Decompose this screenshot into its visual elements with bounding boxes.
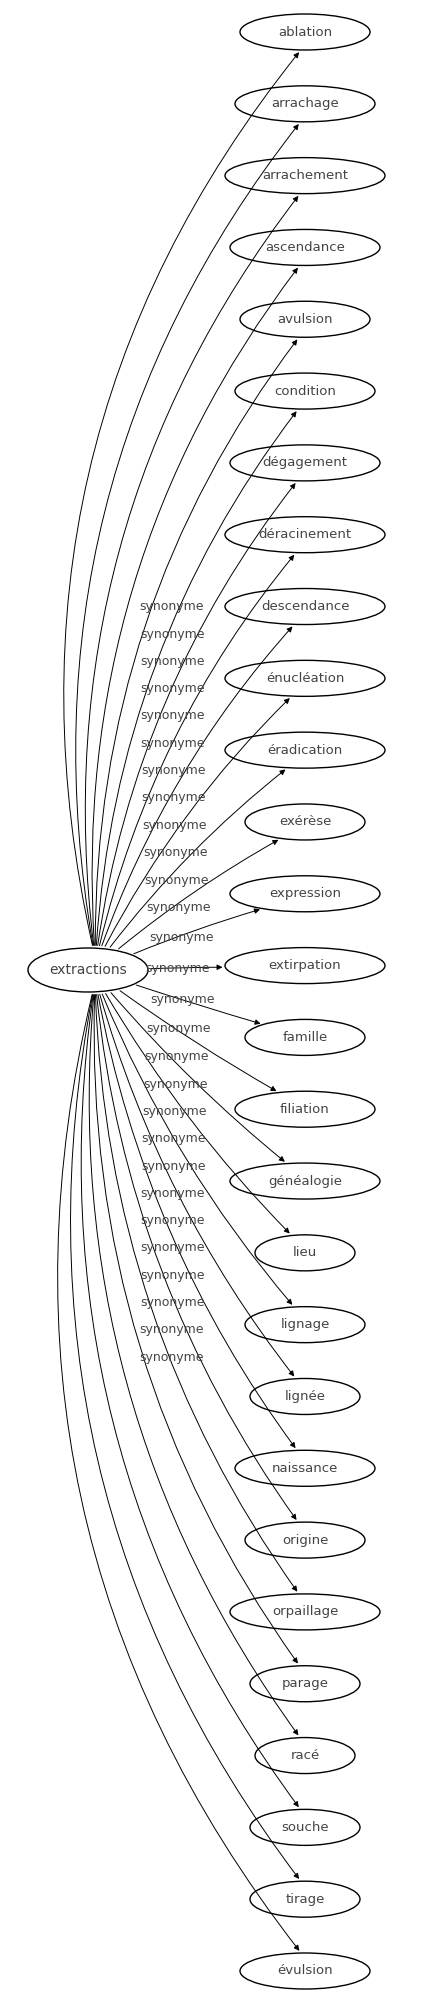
FancyArrowPatch shape	[64, 52, 298, 945]
Text: synonyme: synonyme	[140, 655, 205, 667]
Text: lignage: lignage	[280, 1318, 330, 1332]
Text: expression: expression	[269, 887, 341, 899]
FancyArrowPatch shape	[119, 841, 277, 949]
Text: synonyme: synonyme	[141, 763, 206, 777]
Text: lieu: lieu	[293, 1246, 317, 1260]
FancyArrowPatch shape	[58, 995, 299, 1951]
Text: extirpation: extirpation	[269, 959, 341, 971]
Text: synonyme: synonyme	[142, 819, 207, 831]
Text: extractions: extractions	[49, 963, 127, 977]
Text: souche: souche	[281, 1821, 329, 1835]
FancyArrowPatch shape	[96, 413, 296, 945]
FancyArrowPatch shape	[81, 995, 298, 1807]
FancyArrowPatch shape	[100, 993, 293, 1376]
Text: arrachage: arrachage	[271, 98, 339, 110]
Text: synonyme: synonyme	[140, 601, 204, 613]
Text: généalogie: généalogie	[268, 1174, 342, 1188]
Text: éradication: éradication	[267, 743, 343, 757]
FancyArrowPatch shape	[76, 124, 298, 945]
Text: naissance: naissance	[272, 1462, 338, 1474]
FancyArrowPatch shape	[70, 995, 298, 1879]
Text: synonyme: synonyme	[140, 1324, 204, 1336]
Text: arrachement: arrachement	[262, 168, 348, 182]
Text: dégagement: dégagement	[263, 457, 348, 469]
Text: parage: parage	[281, 1677, 328, 1691]
FancyArrowPatch shape	[105, 699, 289, 945]
Text: origine: origine	[282, 1534, 328, 1546]
Text: synonyme: synonyme	[141, 709, 205, 723]
FancyArrowPatch shape	[102, 627, 292, 945]
FancyArrowPatch shape	[98, 993, 295, 1448]
Text: synonyme: synonyme	[142, 1106, 207, 1118]
FancyArrowPatch shape	[111, 993, 284, 1162]
Text: synonyme: synonyme	[149, 931, 214, 943]
FancyArrowPatch shape	[97, 995, 296, 1518]
Text: synonyme: synonyme	[144, 873, 209, 887]
Text: synonyme: synonyme	[141, 737, 205, 749]
Text: synonyme: synonyme	[143, 1078, 208, 1090]
Text: synonyme: synonyme	[140, 627, 204, 641]
Text: synonyme: synonyme	[140, 1350, 204, 1364]
Text: synonyme: synonyme	[151, 993, 215, 1006]
FancyArrowPatch shape	[102, 993, 292, 1304]
Text: synonyme: synonyme	[140, 683, 205, 695]
Text: évulsion: évulsion	[277, 1965, 333, 1977]
Text: condition: condition	[274, 385, 336, 397]
Text: synonyme: synonyme	[140, 1242, 205, 1254]
Text: avulsion: avulsion	[277, 312, 333, 326]
Text: synonyme: synonyme	[142, 791, 206, 805]
FancyArrowPatch shape	[120, 991, 276, 1090]
Text: exérèse: exérèse	[279, 815, 331, 829]
Text: ablation: ablation	[278, 26, 332, 38]
Text: énucléation: énucléation	[266, 671, 344, 685]
FancyArrowPatch shape	[106, 993, 289, 1232]
Text: synonyme: synonyme	[145, 1050, 209, 1064]
Text: famille: famille	[282, 1032, 327, 1044]
FancyArrowPatch shape	[89, 995, 298, 1735]
Text: déracinement: déracinement	[258, 529, 352, 541]
Text: synonyme: synonyme	[141, 1214, 205, 1228]
Text: synonyme: synonyme	[142, 1132, 206, 1146]
Text: synonyme: synonyme	[146, 901, 211, 915]
Text: racé: racé	[290, 1749, 319, 1763]
FancyArrowPatch shape	[134, 909, 259, 953]
Text: lignée: lignée	[284, 1390, 326, 1402]
Text: synonyme: synonyme	[147, 1022, 211, 1036]
Text: synonyme: synonyme	[141, 1188, 205, 1200]
Text: tirage: tirage	[285, 1893, 325, 1905]
FancyArrowPatch shape	[98, 485, 295, 945]
Text: synonyme: synonyme	[140, 1296, 204, 1310]
Text: orpaillage: orpaillage	[272, 1606, 338, 1618]
FancyArrowPatch shape	[95, 995, 297, 1590]
Text: synonyme: synonyme	[145, 961, 210, 975]
FancyArrowPatch shape	[99, 555, 293, 945]
FancyArrowPatch shape	[137, 985, 259, 1024]
FancyArrowPatch shape	[94, 995, 297, 1662]
FancyArrowPatch shape	[110, 769, 284, 947]
Text: filiation: filiation	[280, 1104, 330, 1116]
FancyArrowPatch shape	[92, 268, 297, 945]
Text: synonyme: synonyme	[141, 1160, 206, 1172]
FancyArrowPatch shape	[85, 196, 298, 945]
FancyArrowPatch shape	[151, 965, 221, 969]
FancyArrowPatch shape	[95, 341, 297, 945]
Text: ascendance: ascendance	[265, 240, 345, 254]
Text: synonyme: synonyme	[140, 1268, 205, 1282]
Text: synonyme: synonyme	[143, 845, 207, 859]
Text: descendance: descendance	[261, 601, 349, 613]
